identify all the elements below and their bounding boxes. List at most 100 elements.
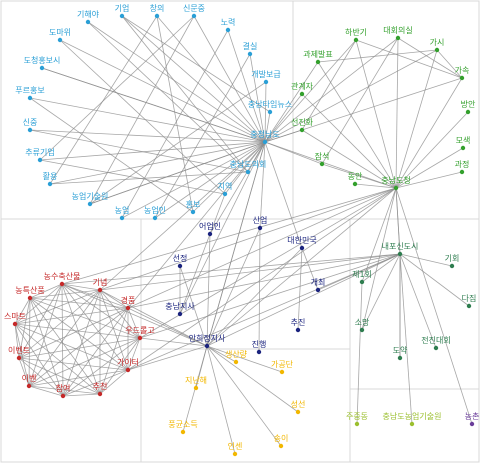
edge bbox=[317, 49, 438, 63]
node-label: 충남도청 bbox=[381, 176, 410, 185]
edge bbox=[301, 93, 397, 189]
node-label: 인센 bbox=[228, 441, 243, 451]
node-label: 모색 bbox=[456, 135, 471, 145]
node-dot bbox=[12, 321, 18, 327]
node-dot bbox=[177, 263, 183, 269]
edge bbox=[139, 253, 401, 339]
node-label: 농수축산물 bbox=[44, 271, 81, 281]
edge bbox=[18, 307, 129, 359]
node-label: 대한민국 bbox=[287, 235, 316, 245]
node-dot bbox=[262, 139, 268, 145]
edge bbox=[18, 357, 64, 397]
edge bbox=[29, 97, 194, 213]
edge bbox=[61, 253, 401, 285]
node-dot bbox=[47, 181, 53, 187]
edge bbox=[61, 283, 101, 291]
node-label: 농촌 bbox=[465, 412, 480, 421]
node-label: 가공단 bbox=[271, 359, 294, 369]
edge bbox=[89, 15, 195, 205]
node-dot bbox=[97, 287, 103, 293]
edge bbox=[14, 307, 129, 325]
edge bbox=[264, 37, 399, 143]
edge bbox=[29, 297, 129, 371]
node-dot bbox=[97, 391, 103, 397]
edge bbox=[317, 61, 397, 189]
node-dot bbox=[397, 355, 403, 361]
edge bbox=[29, 297, 129, 309]
edge bbox=[436, 49, 463, 79]
edge bbox=[395, 147, 464, 189]
node-label: 산업 bbox=[253, 215, 268, 225]
edge bbox=[29, 297, 101, 395]
edge bbox=[39, 15, 195, 161]
edge bbox=[206, 253, 401, 347]
node-label: 도약 bbox=[393, 345, 408, 355]
edge bbox=[399, 253, 437, 349]
node-label: 창의 bbox=[150, 3, 165, 13]
edge bbox=[28, 369, 129, 387]
node-label: 주중동 bbox=[346, 412, 368, 421]
node-dot bbox=[459, 75, 465, 81]
node-dot bbox=[460, 145, 466, 151]
node-label: 생산량 bbox=[225, 349, 248, 359]
edge bbox=[355, 39, 463, 79]
node-dot bbox=[395, 35, 401, 41]
edge bbox=[127, 337, 141, 371]
edge bbox=[39, 159, 226, 195]
edge bbox=[61, 283, 129, 309]
node-label: 과정 bbox=[455, 159, 470, 169]
edge bbox=[321, 37, 399, 165]
node-dot bbox=[359, 279, 365, 285]
edge bbox=[397, 37, 463, 79]
edge bbox=[193, 15, 266, 143]
node-label: 농업기술원 bbox=[72, 191, 109, 201]
edge bbox=[264, 93, 303, 143]
node-label: 도마위 bbox=[49, 28, 71, 37]
node-dot bbox=[295, 409, 301, 415]
edge bbox=[139, 187, 397, 339]
node-label: 경품 bbox=[121, 295, 136, 305]
node-label: 충남도의회 bbox=[230, 159, 267, 169]
node-label: 이벤 bbox=[22, 373, 37, 383]
edge bbox=[14, 289, 101, 325]
edge bbox=[361, 187, 397, 331]
edge bbox=[29, 283, 63, 299]
edge bbox=[206, 345, 237, 363]
node-dot bbox=[434, 47, 440, 53]
edges bbox=[14, 15, 473, 455]
node-dot bbox=[267, 109, 273, 115]
node-label: 충남지사 bbox=[165, 302, 195, 311]
edge bbox=[301, 129, 397, 189]
node-label: 제1회 bbox=[352, 270, 372, 279]
edge bbox=[127, 307, 208, 347]
edge bbox=[62, 307, 129, 397]
node-dot bbox=[299, 127, 305, 133]
node-label: 어업인 bbox=[199, 221, 221, 231]
edge bbox=[127, 187, 397, 309]
edge bbox=[156, 15, 266, 143]
node-dot bbox=[190, 209, 196, 215]
edge bbox=[264, 81, 267, 143]
edge bbox=[206, 187, 397, 347]
node-label: 내포신도시 bbox=[382, 242, 419, 251]
edge bbox=[28, 297, 31, 387]
node-label: 지난해 bbox=[185, 375, 207, 385]
node-dot bbox=[27, 127, 33, 133]
node-dot bbox=[191, 13, 197, 19]
node-dot bbox=[256, 349, 262, 355]
edge bbox=[301, 247, 319, 291]
edge bbox=[395, 187, 473, 425]
node-dot bbox=[449, 263, 455, 269]
node-dot bbox=[359, 327, 365, 333]
panel bbox=[349, 388, 480, 463]
edge bbox=[14, 323, 141, 339]
edge bbox=[99, 289, 129, 309]
edge bbox=[87, 21, 249, 173]
edge bbox=[49, 171, 249, 185]
edge bbox=[14, 323, 20, 359]
edge bbox=[99, 289, 208, 347]
edge bbox=[321, 163, 397, 189]
node-label: 성선 bbox=[291, 400, 306, 409]
edge bbox=[192, 141, 266, 213]
edge bbox=[61, 283, 208, 347]
